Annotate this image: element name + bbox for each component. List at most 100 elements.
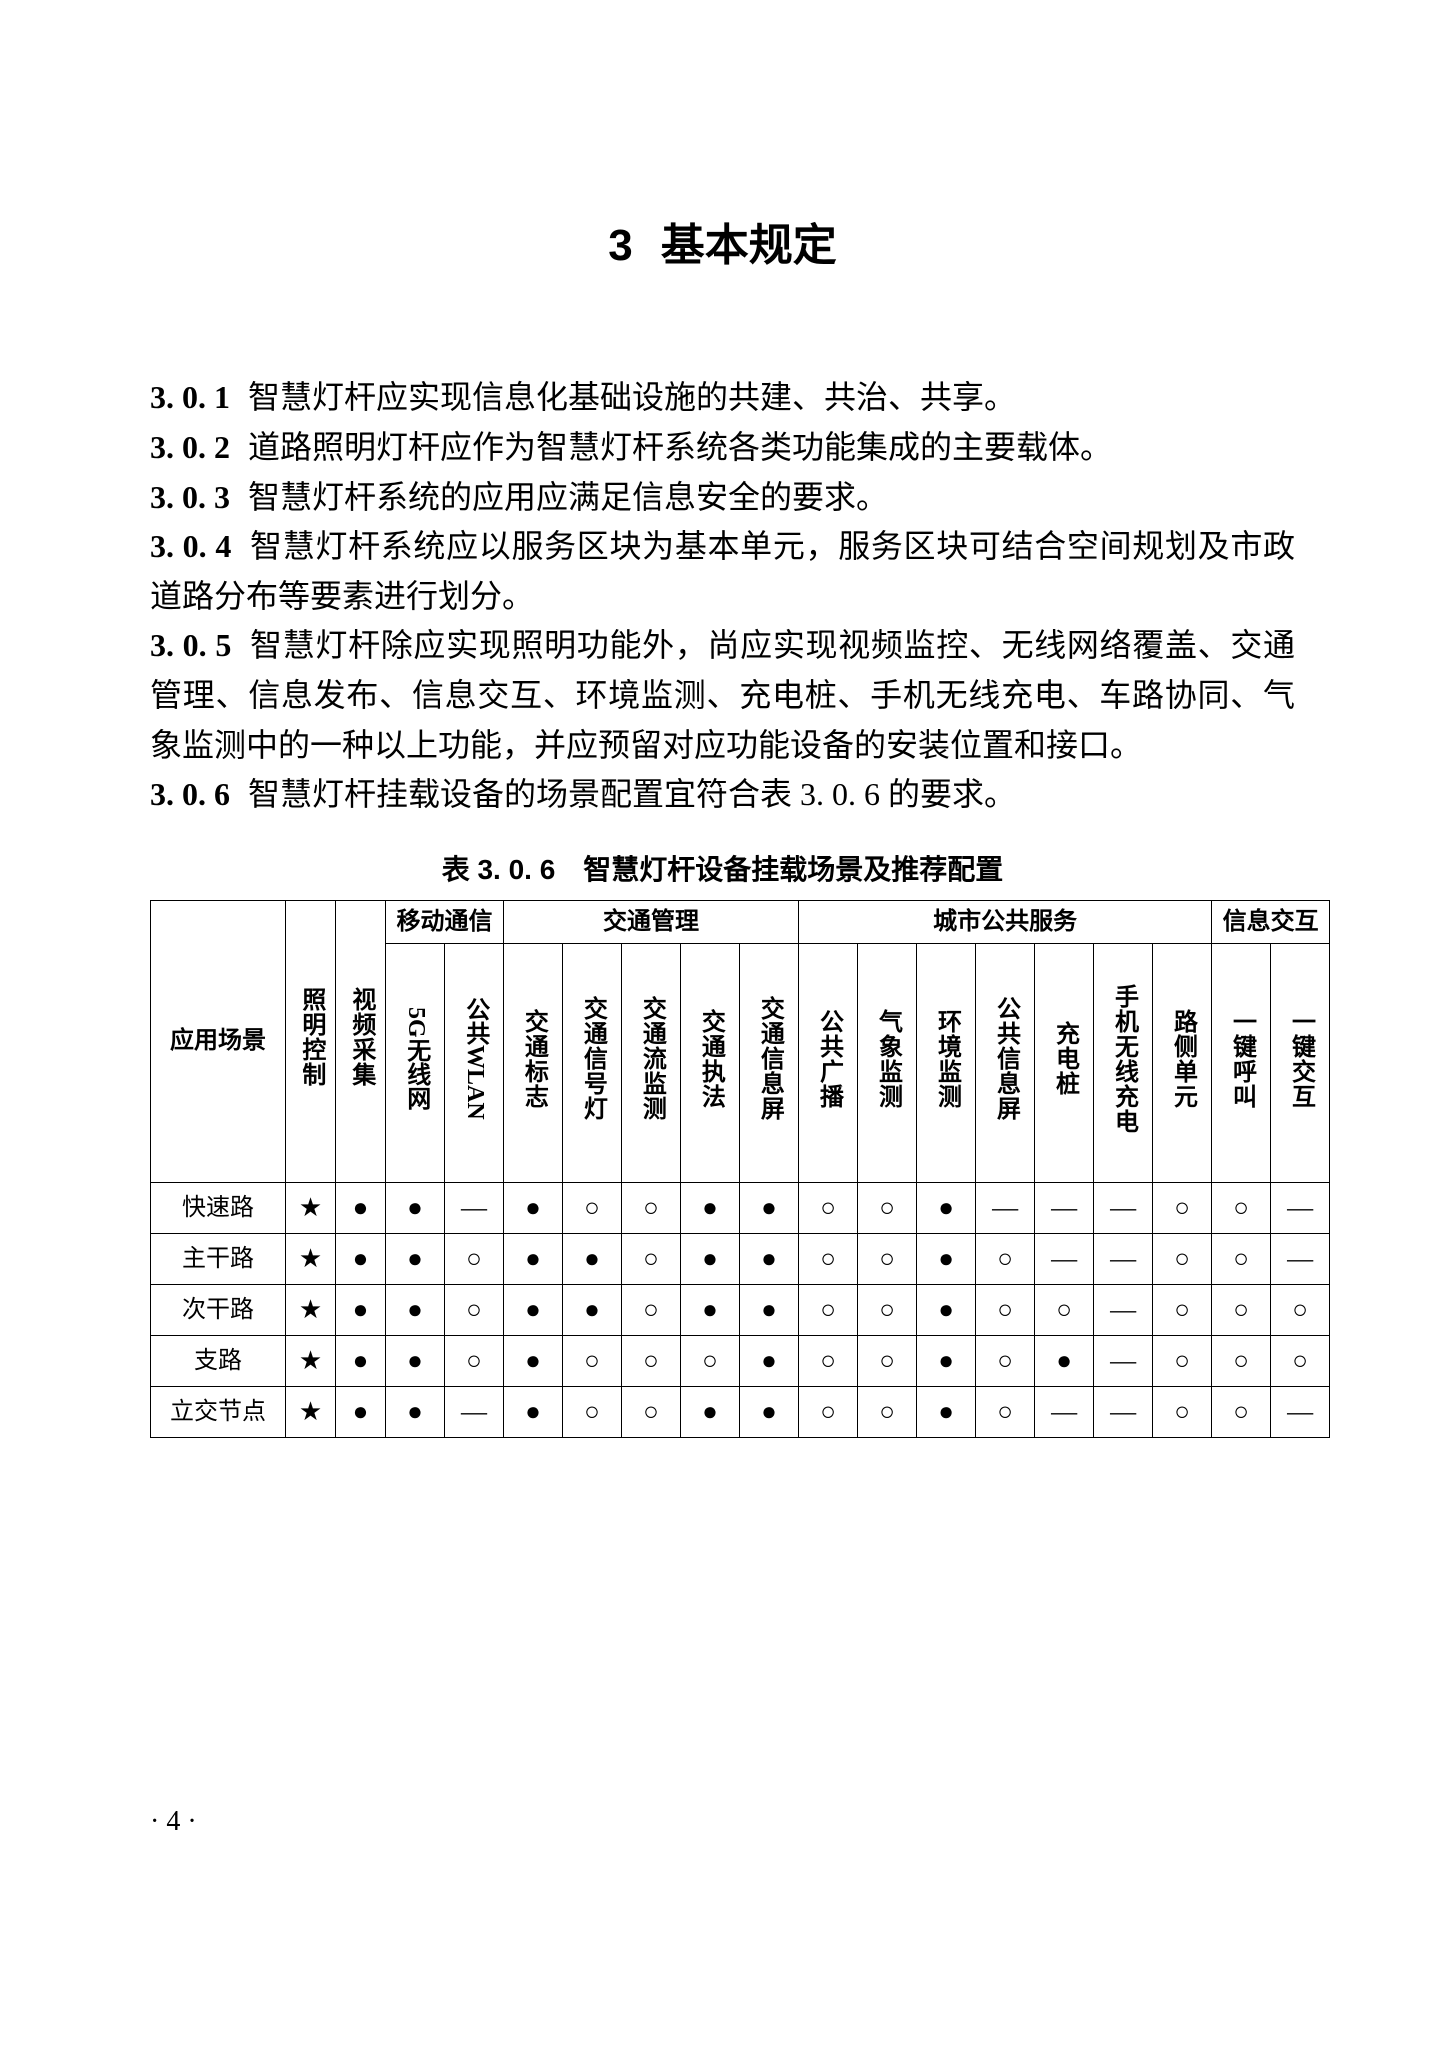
table-cell: ●: [681, 1284, 740, 1335]
table-cell: ●: [681, 1386, 740, 1437]
table-cell: ●: [386, 1335, 445, 1386]
table-cell: —: [1094, 1335, 1153, 1386]
table-cell: ●: [336, 1182, 386, 1233]
table-cell: ★: [286, 1386, 336, 1437]
col-header: 视频采集: [336, 900, 386, 1182]
col-header: 交通流监测: [622, 943, 681, 1182]
table-head: 应用场景 照明控制 视频采集 移动通信 交通管理 城市公共服务 信息交互 5G无…: [151, 900, 1330, 1182]
col-header-label: 视频采集: [346, 987, 375, 1087]
table-cell: ○: [1271, 1284, 1330, 1335]
col-header-label: 气象监测: [873, 1009, 902, 1109]
table-cell: —: [1271, 1386, 1330, 1437]
clause-text: 道路照明灯杆应作为智慧灯杆系统各类功能集成的主要载体。: [248, 429, 1112, 465]
clause: 3. 0. 6智慧灯杆挂载设备的场景配置宜符合表 3. 0. 6 的要求。: [150, 770, 1295, 820]
col-header-label: 公共广播: [814, 1009, 843, 1109]
table-cell: ●: [681, 1182, 740, 1233]
col-header: 公共WLAN: [445, 943, 504, 1182]
table-cell: ○: [976, 1233, 1035, 1284]
col-group-header: 移动通信: [386, 900, 504, 943]
col-group-header: 信息交互: [1212, 900, 1330, 943]
clause-number: 3. 0. 6: [150, 776, 230, 812]
col-header-label: 一键呼叫: [1227, 1009, 1256, 1109]
table-cell: ○: [1153, 1233, 1212, 1284]
table-cell: ★: [286, 1335, 336, 1386]
col-header: 公共信息屏: [976, 943, 1035, 1182]
row-label: 支路: [151, 1335, 286, 1386]
col-header-label: 交通流监测: [637, 996, 666, 1121]
row-label: 主干路: [151, 1233, 286, 1284]
table-cell: ★: [286, 1233, 336, 1284]
table-cell: ○: [563, 1182, 622, 1233]
clause-text: 智慧灯杆系统应以服务区块为基本单元，服务区块可结合空间规划及市政道路分布等要素进…: [150, 528, 1295, 614]
col-group-header: 城市公共服务: [799, 900, 1212, 943]
col-header: 环境监测: [917, 943, 976, 1182]
table-cell: —: [445, 1386, 504, 1437]
clause: 3. 0. 1 智慧灯杆应实现信息化基础设施的共建、共治、共享。: [150, 373, 1295, 423]
col-header: 公共广播: [799, 943, 858, 1182]
table-cell: ★: [286, 1284, 336, 1335]
table-cell: ●: [386, 1386, 445, 1437]
table-cell: ○: [445, 1284, 504, 1335]
table-body: 快速路★●●—●○○●●○○●———○○—主干路★●●○●●○●●○○●○——○…: [151, 1182, 1330, 1437]
table-cell: —: [445, 1182, 504, 1233]
table-cell: ○: [1212, 1233, 1271, 1284]
col-header-label: 路侧单元: [1168, 1009, 1197, 1109]
table-cell: ○: [1153, 1284, 1212, 1335]
config-table: 应用场景 照明控制 视频采集 移动通信 交通管理 城市公共服务 信息交互 5G无…: [150, 900, 1330, 1438]
table-cell: ○: [681, 1335, 740, 1386]
clause: 3. 0. 3智慧灯杆系统的应用应满足信息安全的要求。: [150, 473, 1295, 523]
clause-text: 智慧灯杆应实现信息化基础设施的共建、共治、共享。: [248, 379, 1016, 415]
clause: 3. 0. 4智慧灯杆系统应以服务区块为基本单元，服务区块可结合空间规划及市政道…: [150, 522, 1295, 621]
table-cell: ★: [286, 1182, 336, 1233]
clause-text: 智慧灯杆除应实现照明功能外，尚应实现视频监控、无线网络覆盖、交通管理、信息发布、…: [150, 627, 1295, 762]
table-cell: ○: [622, 1182, 681, 1233]
table-cell: ○: [622, 1335, 681, 1386]
clause-number: 3. 0. 2: [150, 429, 230, 465]
page-number: · 4 ·: [150, 1806, 197, 1838]
table-cell: ○: [1212, 1182, 1271, 1233]
clause-number: 3. 0. 1: [150, 379, 230, 415]
table-cell: ●: [504, 1284, 563, 1335]
col-header: 交通执法: [681, 943, 740, 1182]
col-header: 照明控制: [286, 900, 336, 1182]
table-cell: ○: [445, 1233, 504, 1284]
table-cell: ○: [1212, 1386, 1271, 1437]
table-cell: —: [1035, 1386, 1094, 1437]
table-cell: ○: [858, 1284, 917, 1335]
table-cell: ●: [504, 1386, 563, 1437]
table-cell: ○: [563, 1335, 622, 1386]
table-header-row-1: 应用场景 照明控制 视频采集 移动通信 交通管理 城市公共服务 信息交互: [151, 900, 1330, 943]
row-label: 次干路: [151, 1284, 286, 1335]
col-group-header: 交通管理: [504, 900, 799, 943]
col-header-label: 照明控制: [296, 987, 325, 1087]
corner-cell: 应用场景: [151, 900, 286, 1182]
table-cell: —: [1271, 1182, 1330, 1233]
table-cell: ●: [740, 1386, 799, 1437]
table-cell: —: [1035, 1233, 1094, 1284]
col-header-label: 公共信息屏: [991, 996, 1020, 1121]
col-header-label: 充电桩: [1050, 1021, 1079, 1096]
col-header: 交通信息屏: [740, 943, 799, 1182]
table-cell: ●: [336, 1335, 386, 1386]
table-row: 次干路★●●○●●○●●○○●○○—○○○: [151, 1284, 1330, 1335]
col-header-label: 交通信息屏: [755, 996, 784, 1121]
chapter-title: 3 基本规定: [150, 209, 1295, 273]
col-header-label: 环境监测: [932, 1009, 961, 1109]
table-cell: ○: [858, 1386, 917, 1437]
document-page: 3 基本规定 3. 0. 1 智慧灯杆应实现信息化基础设施的共建、共治、共享。 3.…: [0, 0, 1445, 2048]
table-row: 快速路★●●—●○○●●○○●———○○—: [151, 1182, 1330, 1233]
col-header: 交通信号灯: [563, 943, 622, 1182]
table-cell: ●: [740, 1335, 799, 1386]
table-cell: ○: [858, 1233, 917, 1284]
table-cell: ○: [445, 1335, 504, 1386]
chapter-title-text: 基本规定: [661, 221, 837, 270]
col-header-label: 公共WLAN: [460, 997, 488, 1120]
col-header: 路侧单元: [1153, 943, 1212, 1182]
chapter-number: 3: [608, 221, 632, 270]
table-caption: 表 3. 0. 6 智慧灯杆设备挂载场景及推荐配置: [150, 848, 1295, 888]
table-cell: —: [1035, 1182, 1094, 1233]
col-header: 手机无线充电: [1094, 943, 1153, 1182]
col-header-label: 交通执法: [696, 1009, 725, 1109]
table-row: 立交节点★●●—●○○●●○○●○——○○—: [151, 1386, 1330, 1437]
col-header: 一键交互: [1271, 943, 1330, 1182]
